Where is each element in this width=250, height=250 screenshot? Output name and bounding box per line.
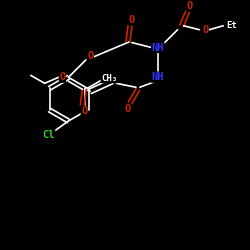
- Text: O: O: [81, 106, 87, 116]
- Text: O: O: [87, 50, 94, 60]
- Text: O: O: [125, 104, 131, 114]
- Text: O: O: [202, 25, 208, 35]
- Text: NH: NH: [152, 72, 164, 82]
- Text: Et: Et: [226, 21, 236, 30]
- Text: CH₃: CH₃: [101, 74, 117, 83]
- Text: O: O: [186, 1, 193, 11]
- Text: O: O: [59, 72, 66, 82]
- Text: Cl: Cl: [42, 130, 55, 140]
- Text: O: O: [129, 15, 135, 25]
- Text: NH: NH: [152, 42, 164, 52]
